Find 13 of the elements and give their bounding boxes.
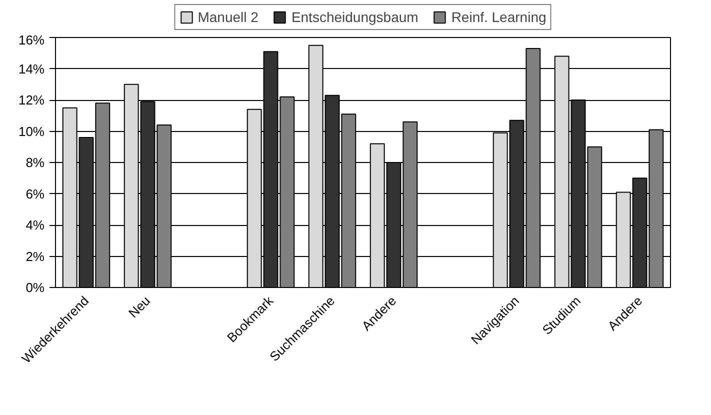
y-tick-label: 2% (26, 248, 45, 264)
legend-label: Reinf. Learning (451, 9, 546, 25)
y-tick-label: 12% (18, 92, 45, 108)
y-tick-label: 4% (26, 218, 45, 232)
y-tick-label: 6% (26, 186, 45, 202)
y-tick-label: 16% (18, 32, 45, 48)
x-tick-label: Neu (126, 293, 154, 321)
legend-label: Entscheidungsbaum (291, 9, 418, 25)
y-tick-label: 14% (18, 61, 45, 76)
y-tick-label: 8% (26, 155, 45, 170)
legend-label: Manuell 2 (198, 9, 258, 25)
y-tick-label: 10% (18, 124, 45, 139)
y-tick-label: 0% (26, 280, 45, 295)
